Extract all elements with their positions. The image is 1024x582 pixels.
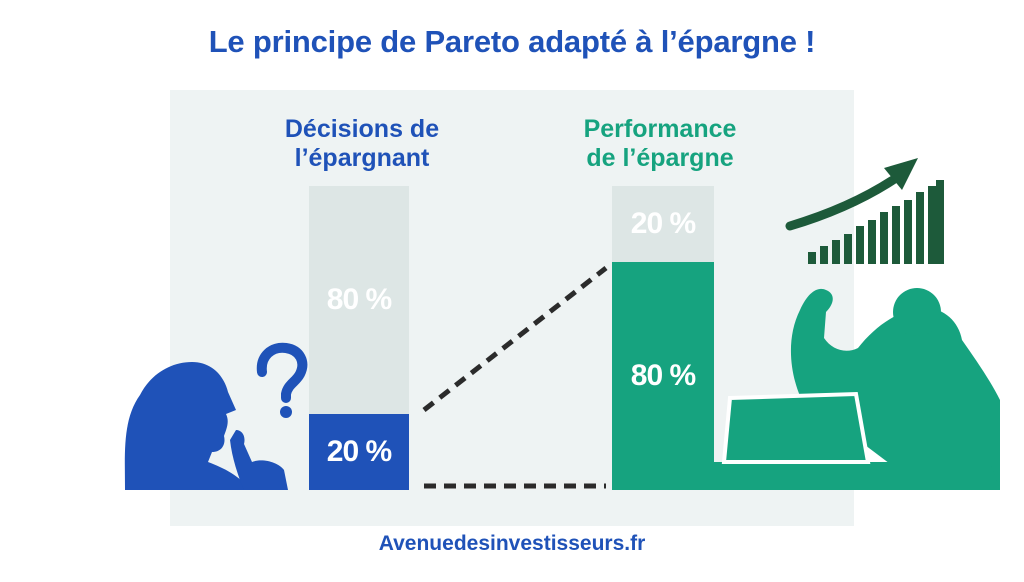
- left-bar-bottom-segment: 20 %: [309, 414, 409, 490]
- left-bottom-value: 20 %: [326, 435, 392, 468]
- page-title: Le principe de Pareto adapté à l’épargne…: [208, 24, 816, 59]
- right-bar-bottom-segment: 80 %: [612, 262, 714, 490]
- left-heading-line1: Décisions de: [284, 115, 440, 143]
- right-heading-line2: de l’épargne: [586, 144, 734, 172]
- left-heading-line2: l’épargnant: [294, 144, 430, 172]
- website-footer: Avenuedesinvestisseurs.fr: [378, 532, 646, 555]
- right-bar-top-segment: 20 %: [612, 186, 714, 262]
- right-top-value: 20 %: [630, 207, 696, 240]
- left-bar-top-segment: 80 %: [309, 186, 409, 414]
- left-top-value: 80 %: [326, 283, 392, 316]
- growth-chart-bars: [808, 180, 944, 264]
- right-bottom-value: 80 %: [630, 359, 696, 392]
- left-heading: Décisions de l’épargnant: [262, 115, 462, 173]
- right-heading-line1: Performance: [583, 115, 737, 143]
- right-heading: Performance de l’épargne: [560, 115, 760, 173]
